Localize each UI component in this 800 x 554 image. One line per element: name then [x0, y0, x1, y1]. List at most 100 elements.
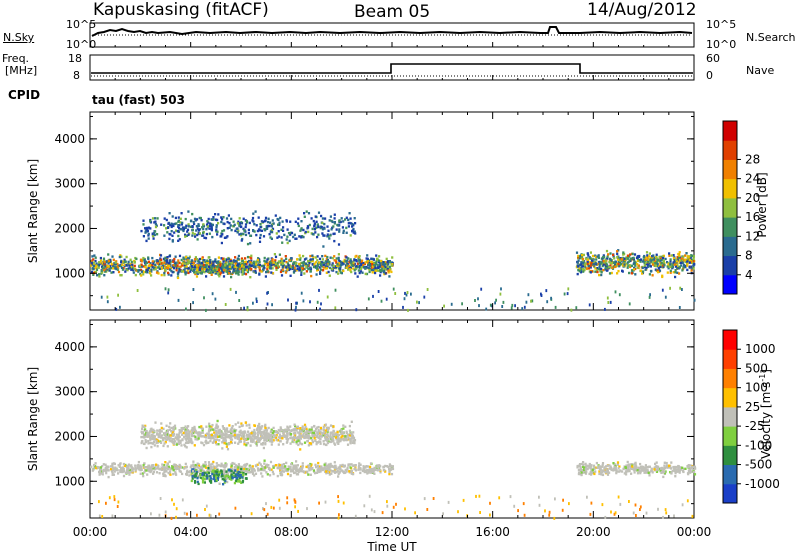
data-cell: [668, 254, 671, 257]
data-cell: [220, 235, 223, 238]
data-cell: [281, 435, 284, 438]
data-cell: [319, 430, 322, 434]
data-cell: [196, 464, 199, 467]
data-cell: [203, 465, 206, 468]
data-cell: [198, 257, 201, 261]
data-cell: [146, 268, 150, 272]
data-cell: [684, 258, 687, 262]
data-cell: [480, 287, 483, 291]
data-cell: [270, 271, 273, 274]
data-cell: [662, 261, 665, 264]
data-cell: [155, 471, 159, 474]
data-cell: [326, 430, 329, 433]
data-cell: [160, 430, 163, 433]
data-cell: [222, 439, 225, 442]
data-cell: [660, 261, 663, 265]
data-cell: [298, 469, 302, 472]
data-cell: [342, 220, 345, 223]
data-cell: [142, 256, 145, 260]
data-cell: [340, 438, 343, 441]
data-cell: [223, 258, 226, 261]
data-cell: [283, 233, 286, 237]
data-cell: [168, 428, 172, 431]
data-cell: [674, 265, 678, 268]
data-cell: [293, 266, 296, 270]
nsky-label: N.Sky: [3, 31, 35, 44]
data-cell: [270, 443, 273, 446]
data-cell: [295, 301, 297, 305]
data-cell: [332, 232, 335, 236]
data-cell: [614, 260, 617, 264]
data-cell: [188, 474, 191, 477]
data-cell: [644, 258, 647, 261]
data-cell: [666, 261, 669, 264]
data-cell: [168, 439, 171, 442]
data-cell: [285, 428, 289, 431]
data-cell: [324, 433, 327, 437]
data-cell: [115, 307, 118, 311]
data-cell: [216, 464, 219, 468]
data-cell: [237, 480, 240, 483]
data-cell: [179, 217, 182, 220]
data-cell: [679, 468, 683, 471]
data-cell: [217, 443, 220, 446]
data-cell: [155, 224, 158, 227]
data-cell: [299, 264, 302, 268]
data-cell: [299, 427, 302, 430]
data-cell: [272, 426, 275, 430]
data-cell: [179, 470, 182, 473]
data-cell: [184, 262, 187, 266]
data-cell: [136, 269, 139, 272]
data-cell: [190, 432, 194, 435]
data-cell: [226, 427, 229, 430]
data-cell: [651, 263, 654, 266]
data-cell: [209, 477, 212, 480]
data-cell: [210, 225, 213, 228]
data-cell: [228, 477, 231, 481]
data-cell: [220, 469, 223, 472]
data-cell: [124, 471, 127, 474]
data-cell: [347, 433, 350, 436]
data-cell: [275, 232, 278, 235]
data-cell: [150, 466, 153, 469]
data-cell: [163, 442, 166, 445]
data-cell: [311, 258, 314, 261]
data-cell: [223, 437, 226, 440]
data-cell: [357, 269, 360, 272]
data-cell: [150, 433, 153, 437]
data-cell: [319, 262, 323, 266]
data-cell: [629, 253, 632, 256]
data-cell: [167, 437, 170, 440]
data-cell: [142, 235, 145, 238]
data-cell: [295, 264, 298, 267]
data-cell: [579, 254, 582, 257]
data-cell: [603, 261, 606, 264]
data-cell: [570, 308, 573, 312]
data-cell: [325, 470, 328, 473]
data-cell: [616, 250, 619, 253]
data-cell: [214, 258, 217, 261]
data-cell: [188, 261, 191, 264]
data-cell: [214, 213, 217, 216]
data-cell: [194, 474, 197, 478]
data-cell: [378, 265, 381, 268]
data-cell: [147, 439, 150, 443]
data-cell: [164, 441, 167, 444]
data-cell: [261, 431, 264, 434]
data-cell: [283, 434, 286, 437]
data-cell: [269, 230, 272, 233]
data-cell: [178, 429, 181, 432]
data-cell: [153, 438, 156, 441]
data-cell: [285, 261, 288, 264]
data-cell: [196, 267, 199, 270]
data-cell: [358, 259, 361, 262]
data-cell: [277, 439, 280, 442]
data-cell: [266, 270, 270, 273]
data-cell: [680, 264, 683, 267]
data-cell: [146, 432, 149, 435]
data-cell: [211, 235, 214, 239]
data-cell: [674, 471, 677, 475]
data-cell: [690, 269, 693, 272]
data-cell: [255, 464, 258, 468]
data-cell: [123, 470, 126, 473]
